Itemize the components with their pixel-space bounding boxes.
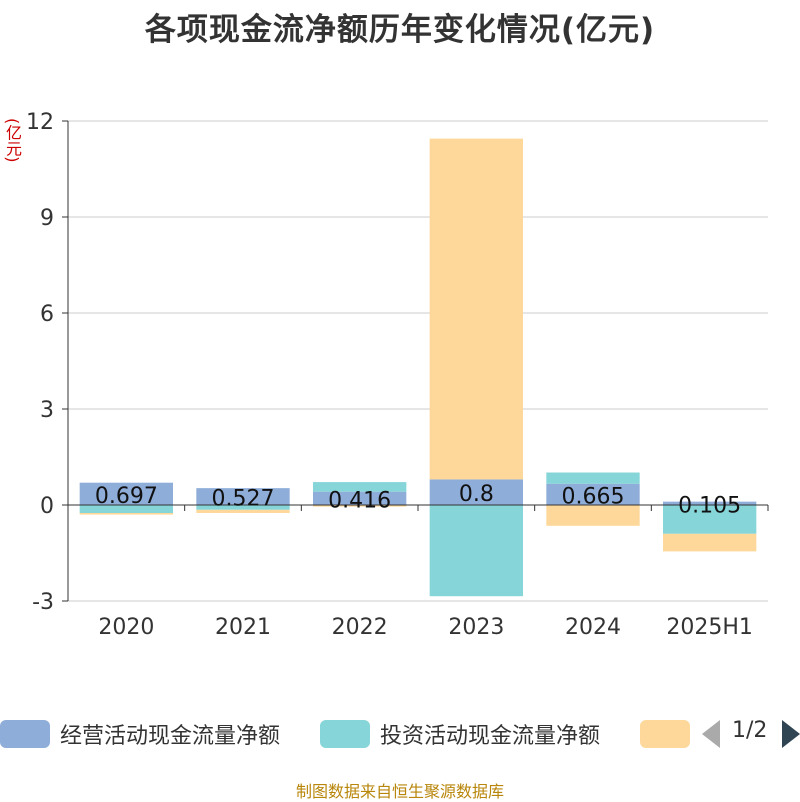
bar-series3-2021 (196, 509, 290, 513)
legend-label-operating: 经营活动现金流量净额 (60, 724, 281, 749)
data-label: 0.697 (95, 484, 158, 509)
bar-series2-2024 (546, 472, 640, 484)
bar-series3-2024 (546, 505, 640, 526)
data-label: 0.105 (678, 493, 741, 518)
legend-label-investing: 投资活动现金流量净额 (380, 724, 601, 749)
bar-series1-2024 (546, 483, 640, 505)
legend-swatch-third (640, 720, 690, 748)
y-tick-label: 3 (40, 398, 54, 423)
data-label: 0.527 (212, 487, 275, 512)
bar-series2-2022 (313, 482, 407, 492)
y-tick-label: 6 (40, 302, 54, 327)
x-tick-label: 2022 (332, 615, 388, 640)
legend-item-third[interactable] (640, 714, 700, 754)
bar-series2-2023 (429, 505, 523, 597)
bar-series2-2021 (196, 505, 290, 510)
bar-series2-2020 (79, 505, 173, 513)
bar-series3-2025H1 (663, 533, 757, 552)
y-tick-label: 0 (40, 494, 54, 519)
bar-series1-2025H1 (663, 501, 757, 505)
data-label: 0.665 (562, 484, 625, 509)
legend-swatch-operating (0, 720, 50, 748)
y-tick-label: 12 (26, 110, 54, 135)
bar-series3-2022 (313, 505, 407, 507)
chart-plot: -3 0 3 6 9 12 2020 2021 2022 2023 2024 2025H1 0.697 0… (26, 110, 769, 640)
y-tick-label: -3 (32, 590, 54, 615)
x-tick-label: 2024 (565, 615, 621, 640)
bar-series3-2023 (429, 138, 523, 480)
x-tick-label: 2021 (215, 615, 271, 640)
legend-next-page-icon[interactable] (782, 720, 800, 748)
legend-swatch-investing (320, 720, 370, 748)
legend-item-operating[interactable]: 经营活动现金流量净额 (0, 714, 280, 754)
x-tick-label: 2025H1 (666, 615, 753, 640)
bar-series2-2025H1 (663, 505, 757, 534)
legend-item-investing[interactable]: 投资活动现金流量净额 (320, 714, 600, 754)
bar-series1-2021 (196, 488, 290, 505)
y-axis-unit-label: (亿元) (3, 118, 22, 163)
data-label: 0.416 (328, 488, 391, 513)
bar-series1-2023 (429, 479, 523, 505)
x-tick-label: 2020 (98, 615, 154, 640)
y-tick-label: 9 (40, 206, 54, 231)
data-source-note: 制图数据来自恒生聚源数据库 (295, 782, 504, 801)
legend: 经营活动现金流量净额 投资活动现金流量净额 (0, 714, 800, 754)
legend-pager: 1/2 (700, 714, 800, 754)
legend-page-indicator: 1/2 (732, 718, 768, 743)
data-label: 0.8 (459, 482, 494, 507)
chart-title: 各项现金流净额历年变化情况(亿元) (144, 12, 656, 48)
bar-series1-2020 (79, 482, 173, 505)
legend-prev-page-icon[interactable] (702, 720, 720, 748)
bar-series3-2020 (79, 513, 173, 515)
bar-series1-2022 (313, 491, 407, 505)
x-tick-label: 2023 (448, 615, 504, 640)
